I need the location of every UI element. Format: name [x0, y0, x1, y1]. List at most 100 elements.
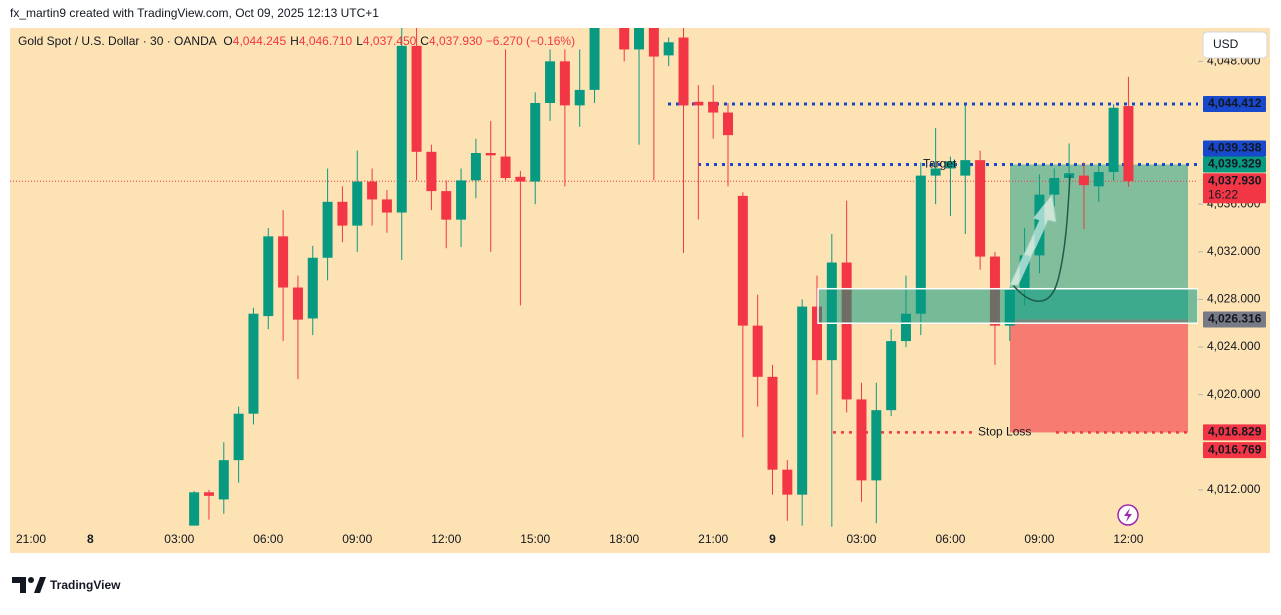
candle-body [367, 181, 378, 200]
candle-body [708, 101, 719, 113]
candle-body [456, 180, 467, 220]
candle-body [1093, 172, 1104, 187]
price-label-box [1203, 156, 1266, 173]
legend-change: −6.270 (−0.16%) [486, 34, 575, 48]
x-tick-label: 18:00 [609, 532, 639, 546]
y-tick-label: 4,012.000 [1207, 482, 1261, 496]
price-label: 4,016.769 [1208, 442, 1262, 456]
price-label-box [1203, 173, 1266, 204]
candle-body [886, 341, 897, 411]
candle-body [1064, 173, 1075, 178]
legend-value: 4,046.710 [299, 34, 353, 48]
candle-body [189, 492, 200, 526]
candle-body [871, 410, 882, 481]
candle-body [767, 376, 778, 470]
x-tick-label: 12:00 [1113, 532, 1143, 546]
candle-body [515, 176, 526, 182]
x-tick-label: 12:00 [431, 532, 461, 546]
candle-body [752, 325, 763, 377]
candle-body [233, 413, 244, 461]
candle-body [1049, 178, 1060, 195]
price-label: 4,026.316 [1208, 312, 1262, 326]
legend-key: L [356, 34, 363, 48]
candle-body [648, 28, 659, 57]
x-tick-label: 06:00 [935, 532, 965, 546]
candle-body [441, 191, 452, 220]
candle-body [619, 28, 630, 50]
legend-value: 4,037.450 [363, 34, 417, 48]
x-tick-label: 21:00 [698, 532, 728, 546]
x-tick-label: 09:00 [342, 532, 372, 546]
candle-body [797, 306, 808, 495]
brand: TradingView [50, 578, 121, 592]
candle-body [292, 287, 303, 320]
candle-body [1123, 106, 1134, 182]
candle-body [960, 160, 971, 176]
event-bolt [1124, 508, 1132, 522]
candle-body [381, 199, 392, 213]
price-label-box [1203, 311, 1266, 328]
candle-body [559, 61, 570, 106]
candle-body [322, 201, 333, 258]
x-tick-label: 8 [87, 532, 94, 546]
candle-body [915, 175, 926, 314]
stop-area [1010, 319, 1188, 433]
drawn-arrow [1012, 174, 1071, 302]
price-label: 4,039.329 [1208, 157, 1262, 171]
candle-body [530, 103, 541, 182]
candle-body [337, 201, 348, 226]
header: fx_martin9 created with TradingView.com,… [10, 6, 379, 20]
y-tick-label: 4,020.000 [1207, 387, 1261, 401]
price-label-box [1203, 424, 1266, 441]
candle-body [693, 101, 704, 106]
drawn-arrow-head [1009, 193, 1057, 286]
candle-body [945, 161, 956, 169]
candle-body [248, 313, 259, 414]
candle-body [352, 181, 363, 226]
candle-body [218, 460, 229, 500]
candle-body [737, 195, 748, 326]
x-tick-label: 21:00 [16, 532, 46, 546]
price-label-box [1203, 96, 1266, 113]
legend-value: 4,037.930 [429, 34, 483, 48]
candle-body [841, 262, 852, 400]
candle-body [900, 313, 911, 342]
candle-body [396, 45, 407, 213]
legend-title: Gold Spot / U.S. Dollar · 30 · OANDA [18, 34, 217, 48]
candle-body [589, 28, 600, 90]
candle-body [1078, 175, 1089, 186]
annotation: Target [923, 157, 957, 171]
y-tick-label: 4,032.000 [1207, 244, 1261, 258]
candle-body [263, 236, 274, 317]
price-label: 4,037.930 [1208, 173, 1262, 187]
candle-body [723, 112, 734, 136]
currency-button[interactable] [1202, 31, 1268, 59]
x-tick-label: 9 [769, 532, 776, 546]
x-tick-label: 15:00 [520, 532, 550, 546]
candle-body [856, 399, 867, 481]
price-label-box [1203, 140, 1266, 157]
candle-body [678, 37, 689, 106]
candle-body [782, 469, 793, 495]
legend-key: O [223, 34, 232, 48]
legend-key: H [290, 34, 299, 48]
price-label-box [1203, 442, 1266, 459]
price-label: 4,044.412 [1208, 96, 1262, 110]
legend: Gold Spot / U.S. Dollar · 30 · OANDA O 4,… [18, 34, 575, 48]
candle-body [500, 156, 511, 178]
y-tick-label: 4,028.000 [1207, 292, 1261, 306]
x-tick-label: 06:00 [253, 532, 283, 546]
candle-body [811, 306, 822, 361]
x-tick-label: 03:00 [164, 532, 194, 546]
candle-body [203, 492, 214, 496]
candle-body [1019, 255, 1030, 290]
x-tick-label: 09:00 [1024, 532, 1054, 546]
legend-key: C [420, 34, 429, 48]
brand-logo [12, 577, 46, 593]
candle-body [975, 160, 986, 257]
annotation: Stop Loss [978, 425, 1031, 439]
candle-body [545, 61, 556, 103]
candle-body [634, 28, 645, 50]
zone [817, 287, 1198, 324]
